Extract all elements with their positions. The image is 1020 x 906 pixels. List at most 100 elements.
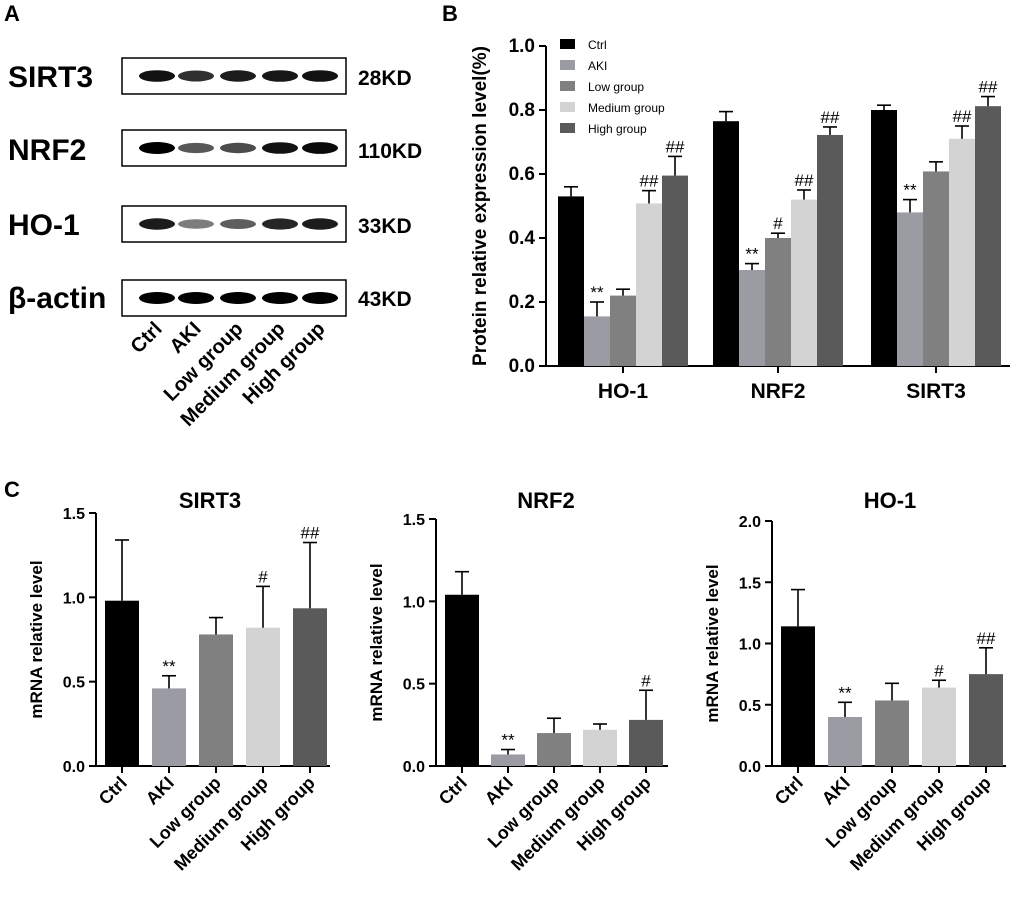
blot-band-sirt3-high-group — [302, 70, 338, 82]
blot-band-nrf2-medium-group — [262, 142, 298, 154]
chart-c3-y-tick-label: 0.0 — [739, 759, 761, 776]
blot-band-beta-actin-aki — [178, 292, 214, 304]
blot-label-sirt3: SIRT3 — [8, 61, 93, 94]
chart-c1-title: SIRT3 — [179, 488, 241, 513]
bar-b-sirt3-medium-group — [949, 138, 975, 366]
blot-band-ho-1-aki — [178, 219, 214, 229]
blot-band-sirt3-aki — [178, 70, 214, 82]
chart-c3-y-tick-label: 2.0 — [739, 514, 761, 531]
blot-kd-nrf2: 110KD — [358, 140, 422, 163]
blot-label-ho-1: HO-1 — [8, 209, 80, 242]
blot-label-beta-actin: β-actin — [8, 282, 106, 315]
blot-kd-beta-actin: 43KD — [358, 288, 412, 311]
chart-b-y-tick-label: 0.4 — [509, 228, 536, 249]
chart-c3-bar-ctrl — [781, 626, 815, 766]
chart-c1-category-aki: AKI — [142, 773, 178, 809]
chart-b-y-tick-label: 0.8 — [509, 100, 535, 121]
chart-c1-sig-high-group: ## — [301, 524, 320, 543]
chart-c2-title: NRF2 — [517, 488, 574, 513]
chart-b-y-tick-label: 0.2 — [509, 292, 535, 313]
chart-c3-sig-medium-group: # — [934, 661, 944, 680]
mrna-nrf2-chart: NRF2 0.0 0.5 1.0 1.5 mRNA relative level Ctrl *… — [367, 488, 668, 875]
sig-b-nrf2-aki: ** — [745, 245, 759, 264]
blot-band-sirt3-medium-group — [262, 70, 298, 82]
sig-b-sirt3-medium-group: ## — [953, 107, 972, 126]
chart-c1-sig-medium-group: # — [258, 567, 268, 586]
blot-band-nrf2-aki — [178, 142, 214, 154]
chart-c1-bar-ctrl — [105, 600, 139, 766]
bar-b-ho-1-ctrl — [558, 196, 584, 366]
chart-b-y-tick-label: 0.0 — [509, 356, 535, 377]
chart-c1-bar-aki — [152, 688, 186, 766]
legend-label-ctrl: Ctrl — [588, 38, 607, 52]
chart-c3-bar-high-group — [969, 674, 1003, 766]
blot-band-ho-1-low-group — [220, 219, 256, 229]
blot-band-beta-actin-medium-group — [262, 292, 298, 304]
blot-band-ho-1-medium-group — [262, 218, 298, 230]
bar-b-nrf2-aki — [739, 270, 765, 366]
chart-c2-sig-high-group: # — [641, 671, 651, 690]
protein-expression-chart: 0.0 0.2 0.4 0.6 0.8 1.0 Protein relative expre… — [470, 36, 1010, 403]
chart-c3-category-ctrl: Ctrl — [771, 773, 807, 809]
chart-c2-bar-medium-group — [583, 729, 617, 766]
blot-band-ho-1-high-group — [302, 218, 338, 230]
chart-c2-y-tick-label: 0.0 — [403, 759, 425, 776]
chart-c1-y-tick-label: 1.5 — [63, 506, 85, 523]
chart-c2-sig-aki: ** — [501, 731, 515, 750]
bar-b-nrf2-medium-group — [791, 199, 817, 366]
chart-c3-y-tick-label: 1.5 — [739, 575, 761, 592]
chart-c3-sig-aki: ** — [838, 683, 852, 702]
chart-c2-category-ctrl: Ctrl — [435, 773, 471, 809]
bar-b-sirt3-high-group — [975, 106, 1001, 366]
chart-c2-bar-ctrl — [445, 594, 479, 766]
chart-c1-y-axis-title: mRNA relative level — [27, 560, 46, 718]
bar-b-nrf2-high-group — [817, 134, 843, 366]
chart-c1-category-ctrl: Ctrl — [95, 773, 131, 809]
blot-band-nrf2-high-group — [302, 142, 338, 154]
chart-b-y-tick-label: 1.0 — [509, 36, 535, 57]
chart-c3-y-tick-label: 1.0 — [739, 637, 761, 654]
chart-c1-y-tick-label: 1.0 — [63, 590, 85, 607]
bar-b-sirt3-aki — [897, 212, 923, 366]
blot-lane-label-ctrl: Ctrl — [127, 318, 167, 358]
panel-letter-b: B — [442, 1, 458, 26]
sig-b-ho-1-medium-group: ## — [640, 172, 659, 191]
blot-band-ho-1-ctrl — [139, 218, 175, 230]
blot-band-beta-actin-ctrl — [139, 292, 175, 304]
bar-b-ho-1-high-group — [662, 175, 688, 366]
chart-c1-bar-high-group — [293, 608, 327, 766]
sig-b-ho-1-aki: ** — [590, 283, 604, 302]
chart-c1-sig-aki: ** — [162, 657, 176, 676]
legend-swatch-medium-group — [560, 102, 575, 112]
legend-label-low-group: Low group — [588, 80, 644, 94]
legend-label-medium-group: Medium group — [588, 101, 665, 115]
chart-c3-sig-high-group: ## — [977, 629, 996, 648]
sig-b-sirt3-high-group: ## — [979, 78, 998, 97]
chart-c2-category-aki: AKI — [481, 773, 517, 809]
blot-band-nrf2-low-group — [220, 142, 256, 154]
chart-c3-y-tick-label: 0.5 — [739, 698, 761, 715]
bar-b-sirt3-low-group — [923, 171, 949, 366]
blot-band-beta-actin-high-group — [302, 292, 338, 304]
bar-b-ho-1-aki — [584, 316, 610, 366]
blot-kd-sirt3: 28KD — [358, 67, 412, 90]
blot-label-nrf2: NRF2 — [8, 134, 86, 167]
chart-c3-title: HO-1 — [864, 488, 917, 513]
chart-c2-y-tick-label: 0.5 — [403, 677, 425, 694]
bar-b-sirt3-ctrl — [871, 110, 897, 366]
chart-c1-y-tick-label: 0.0 — [63, 759, 85, 776]
chart-c3-bar-medium-group — [922, 687, 956, 766]
blot-band-beta-actin-low-group — [220, 292, 256, 304]
sig-b-nrf2-high-group: ## — [821, 108, 840, 127]
blot-kd-ho-1: 33KD — [358, 215, 412, 238]
chart-b-category-sirt3: SIRT3 — [906, 380, 966, 403]
chart-b-y-axis-title: Protein relative expression level(%) — [470, 46, 491, 366]
chart-c1-bar-medium-group — [246, 627, 280, 766]
chart-c2-bar-aki — [491, 754, 525, 766]
sig-b-sirt3-aki: ** — [903, 181, 917, 200]
bar-b-ho-1-low-group — [610, 295, 636, 366]
chart-c2-y-tick-label: 1.5 — [403, 512, 425, 529]
chart-c2-bar-high-group — [629, 719, 663, 766]
legend-swatch-ctrl — [560, 39, 575, 49]
